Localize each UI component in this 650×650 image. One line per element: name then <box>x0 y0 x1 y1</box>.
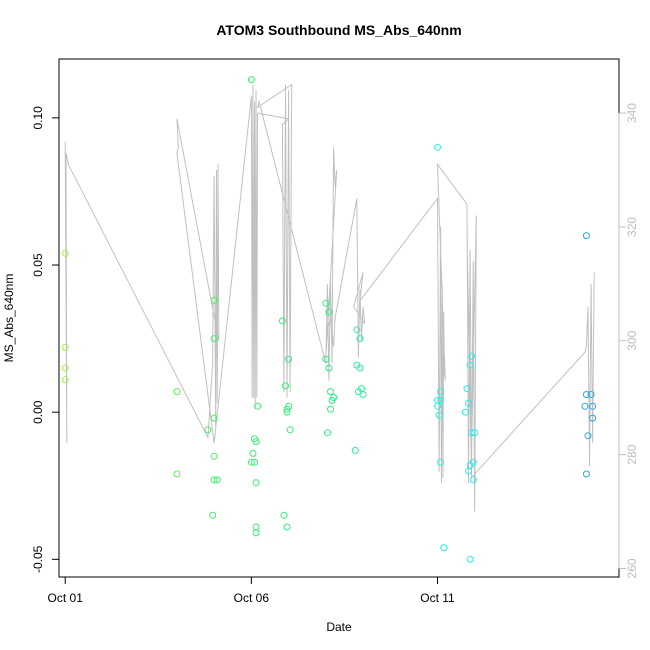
data-point-67 <box>465 467 472 475</box>
data-point-28 <box>283 405 291 413</box>
data-point-72 <box>587 391 595 398</box>
data-point-70 <box>582 232 590 240</box>
data-point-63 <box>468 429 476 437</box>
data-point-24 <box>278 317 286 325</box>
data-point-59 <box>468 352 476 360</box>
data-point-43 <box>356 335 364 343</box>
right-axis-line-layer <box>64 83 595 512</box>
data-point-73 <box>581 402 589 410</box>
points-layer <box>61 76 597 563</box>
data-point-76 <box>584 432 592 440</box>
data-point-58 <box>463 385 471 393</box>
data-point-11 <box>210 476 218 484</box>
data-point-74 <box>589 402 597 410</box>
data-point-33 <box>322 299 330 307</box>
data-point-64 <box>471 429 479 437</box>
data-point-22 <box>252 523 260 531</box>
y-axis: -0.05 0.00 0.05 0.10 <box>31 106 60 573</box>
x-tick-label-2: Oct 11 <box>420 591 455 605</box>
data-point-34 <box>325 308 333 316</box>
data-point-41 <box>323 429 331 437</box>
data-point-6 <box>204 426 212 434</box>
data-point-8 <box>210 335 218 343</box>
data-point-29 <box>283 408 291 416</box>
data-point-50 <box>434 143 441 151</box>
data-point-18 <box>247 458 255 466</box>
data-point-19 <box>251 458 258 466</box>
plot-frame <box>58 58 620 578</box>
data-point-5 <box>173 470 181 478</box>
data-point-77 <box>582 470 590 478</box>
y-tick-label-0: -0.05 <box>31 545 45 573</box>
y-axis-label: MS_Abs_640nm <box>2 274 16 363</box>
data-point-51 <box>437 388 445 396</box>
y-tick-label-1: 0.00 <box>31 400 45 424</box>
y-tick-label-2: 0.05 <box>31 253 45 277</box>
data-point-14 <box>247 76 255 84</box>
data-point-39 <box>328 396 336 404</box>
data-point-54 <box>434 402 441 410</box>
data-point-68 <box>469 476 477 484</box>
data-point-60 <box>466 361 474 369</box>
y2-tick-label-2: 300 <box>625 330 639 350</box>
data-point-35 <box>322 355 330 363</box>
data-point-26 <box>282 382 289 390</box>
x-tick-label-1: Oct 06 <box>234 591 270 605</box>
data-point-62 <box>461 408 469 416</box>
data-point-32 <box>283 523 291 531</box>
data-point-30 <box>286 426 294 434</box>
data-point-25 <box>285 355 293 363</box>
data-point-53 <box>437 396 445 404</box>
y-tick-label-3: 0.10 <box>31 106 45 130</box>
data-point-17 <box>249 449 257 457</box>
data-point-49 <box>351 446 359 454</box>
data-point-36 <box>325 364 333 372</box>
data-point-2 <box>61 364 69 372</box>
data-point-61 <box>465 399 472 407</box>
data-point-31 <box>280 511 288 519</box>
chart-title: ATOM3 Southbound MS_Abs_640nm <box>216 22 461 38</box>
data-point-55 <box>435 411 443 419</box>
data-point-37 <box>327 388 334 396</box>
data-point-23 <box>252 529 260 537</box>
x-tick-label-0: Oct 01 <box>48 591 84 605</box>
data-point-1 <box>61 343 69 351</box>
data-point-3 <box>61 376 69 384</box>
data-point-0 <box>61 249 69 257</box>
x-axis-label: Date <box>326 620 352 634</box>
data-point-48 <box>354 388 362 396</box>
data-point-9 <box>210 414 218 422</box>
y2-tick-label-1: 280 <box>625 444 639 464</box>
data-point-45 <box>356 364 364 372</box>
data-point-57 <box>440 544 448 552</box>
data-point-56 <box>437 458 445 466</box>
data-point-12 <box>213 476 221 484</box>
data-point-42 <box>353 326 361 334</box>
data-point-69 <box>466 555 474 563</box>
x-axis: Oct 01 Oct 06 Oct 11 <box>48 576 455 605</box>
data-point-40 <box>327 405 334 413</box>
y2-tick-label-4: 340 <box>625 103 639 123</box>
y2-tick-label-3: 320 <box>625 217 639 237</box>
data-point-7 <box>210 296 218 304</box>
y2-tick-label-0: 260 <box>625 558 639 578</box>
y2-axis: 260 280 300 320 340 <box>618 103 639 578</box>
series-line-0 <box>64 83 595 512</box>
data-point-13 <box>209 511 217 519</box>
data-point-71 <box>582 391 590 398</box>
data-point-21 <box>254 402 262 410</box>
data-point-16 <box>252 438 260 446</box>
data-point-4 <box>173 388 181 396</box>
data-point-20 <box>252 479 260 487</box>
data-point-75 <box>589 414 597 422</box>
data-point-10 <box>210 452 218 460</box>
